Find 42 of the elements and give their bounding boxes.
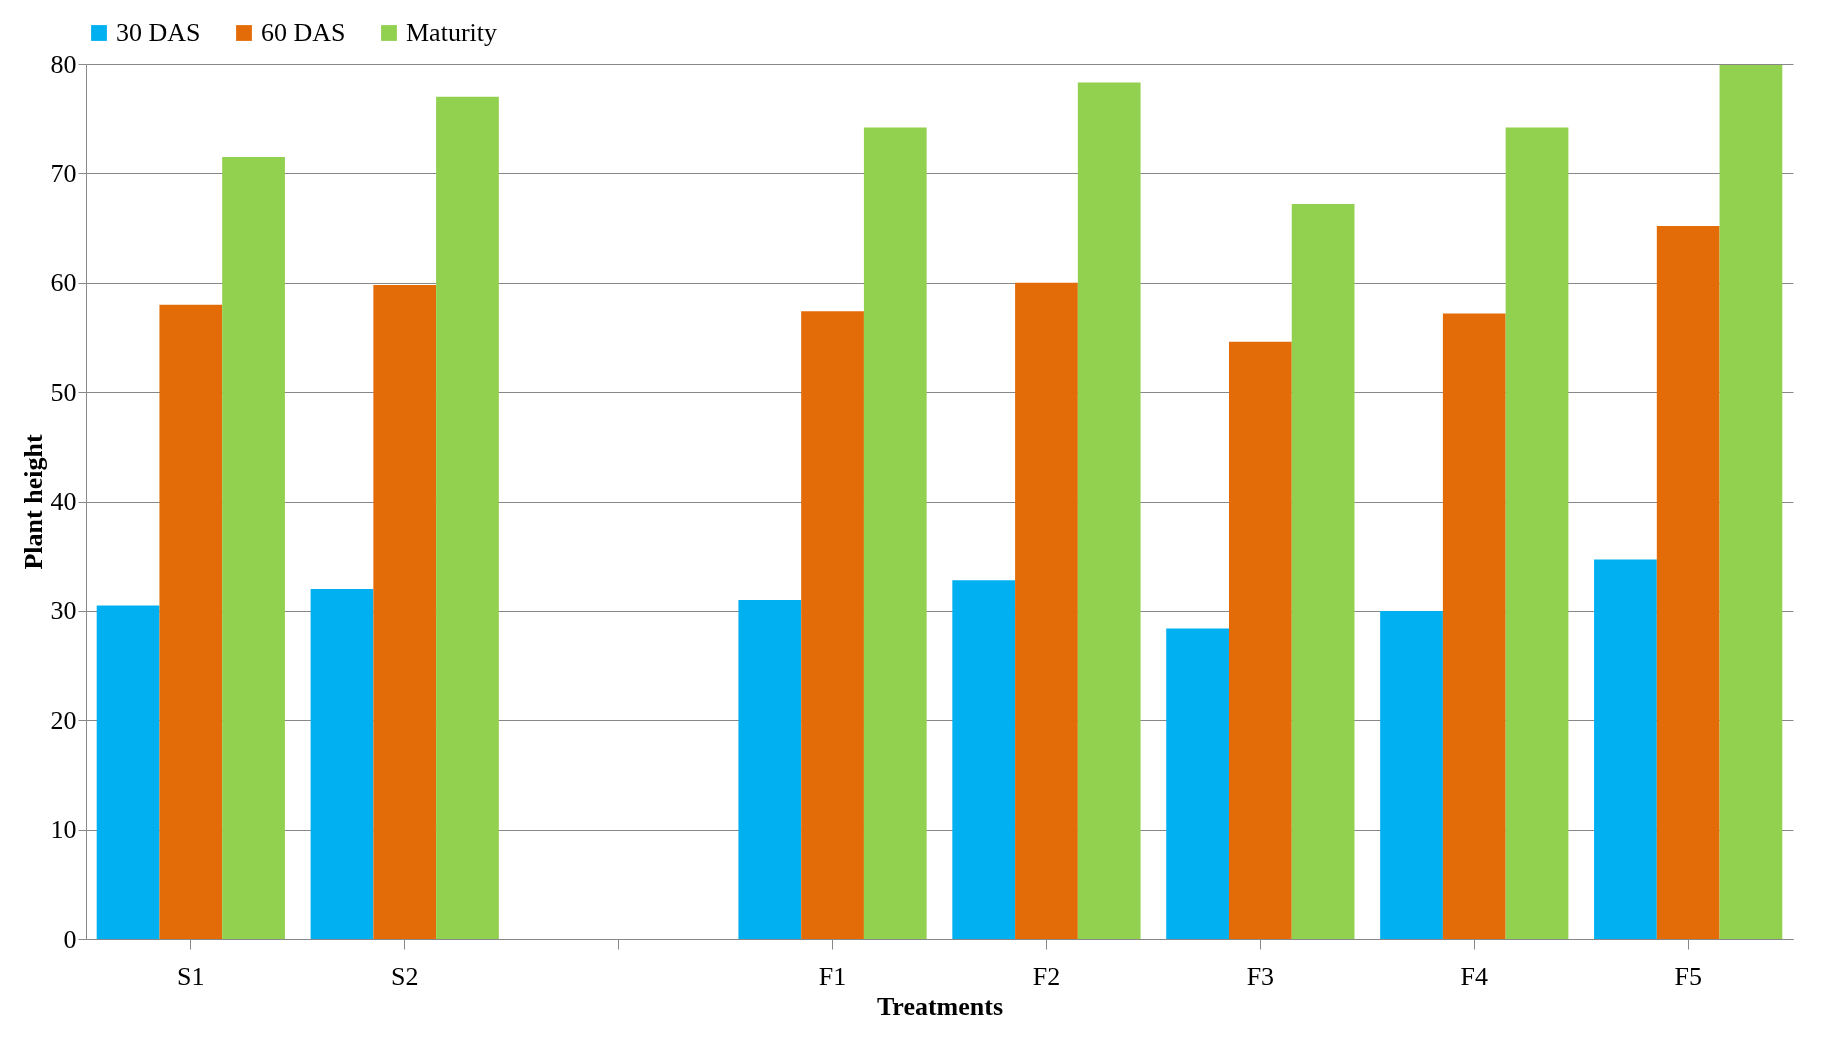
bar bbox=[738, 599, 802, 939]
x-tick-label: F3 bbox=[1246, 961, 1275, 991]
y-tick-label: 30 bbox=[50, 596, 77, 626]
x-tick-label: F5 bbox=[1674, 961, 1702, 991]
bar bbox=[1015, 282, 1078, 939]
bar bbox=[1077, 82, 1141, 939]
y-tick-label: 80 bbox=[50, 49, 77, 79]
y-tick-label: 60 bbox=[50, 268, 77, 298]
bar bbox=[1442, 313, 1506, 939]
bar bbox=[801, 311, 864, 939]
bar bbox=[373, 284, 437, 939]
bar bbox=[1228, 341, 1292, 939]
bar bbox=[1166, 628, 1229, 939]
x-axis-title: Treatments bbox=[876, 991, 1004, 1021]
bar bbox=[863, 127, 927, 939]
x-tick-label: F1 bbox=[818, 961, 847, 991]
bar bbox=[1291, 204, 1355, 939]
x-tick-label: F4 bbox=[1460, 961, 1489, 991]
y-tick-label: 70 bbox=[50, 158, 77, 188]
y-tick-label: 40 bbox=[50, 487, 77, 516]
y-tick-label: 0 bbox=[63, 924, 77, 954]
y-tick-label: 50 bbox=[50, 377, 77, 407]
bar bbox=[310, 589, 374, 939]
y-tick-label: 10 bbox=[50, 815, 77, 845]
bar bbox=[1380, 610, 1443, 939]
y-tick-label: 20 bbox=[50, 705, 77, 735]
legend-label: 30 DAS bbox=[116, 18, 201, 47]
x-tick-label: S1 bbox=[177, 961, 205, 991]
bar bbox=[1656, 225, 1720, 939]
x-tick-label: S2 bbox=[390, 961, 419, 991]
x-tick-label: F2 bbox=[1032, 961, 1061, 991]
bar bbox=[1505, 127, 1569, 939]
legend-label: 60 DAS bbox=[261, 18, 346, 47]
bar bbox=[222, 156, 285, 939]
bar bbox=[159, 304, 223, 939]
bar bbox=[1594, 559, 1657, 939]
bar bbox=[952, 580, 1016, 939]
bar bbox=[1719, 65, 1783, 939]
bar bbox=[436, 96, 499, 939]
y-axis-title: Plant height bbox=[18, 434, 48, 570]
legend-label: Maturity bbox=[406, 18, 497, 47]
bar bbox=[96, 605, 160, 939]
